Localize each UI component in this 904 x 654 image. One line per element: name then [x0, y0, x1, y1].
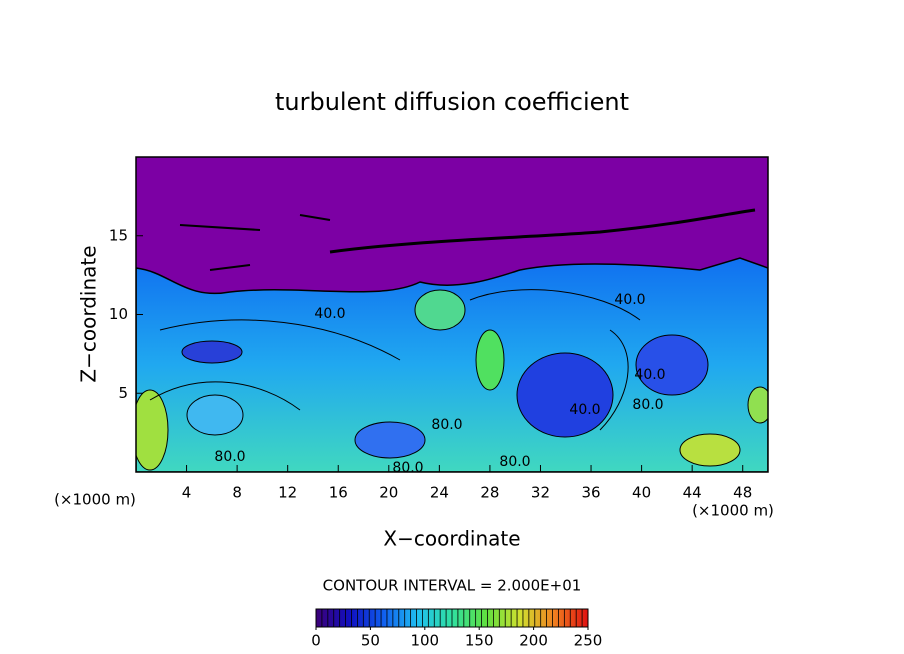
contour-label: 80.0	[392, 460, 423, 476]
y-tick-label: 15	[109, 226, 128, 244]
x-tick-label: 36	[581, 484, 600, 502]
field	[136, 157, 768, 472]
y-tick-label: 5	[118, 384, 128, 402]
contour-label: 40.0	[314, 306, 345, 322]
y-unit: (×1000 m)	[54, 491, 136, 509]
colorbar-tick-label: 150	[465, 632, 494, 650]
colorbar-tick-label: 100	[410, 632, 439, 650]
contour-label: 40.0	[614, 292, 645, 308]
x-tick-label: 40	[632, 484, 651, 502]
contour-interval: CONTOUR INTERVAL = 2.000E+01	[323, 577, 582, 595]
x-tick-label: 28	[480, 484, 499, 502]
x-tick-label: 4	[182, 484, 192, 502]
colorbar-tick-label: 200	[519, 632, 548, 650]
x-tick-label: 12	[278, 484, 297, 502]
contour-label: 80.0	[499, 454, 530, 470]
colorbar-tick-label: 50	[361, 632, 380, 650]
y-axis-label: Z−coordinate	[77, 245, 101, 382]
y-tick-label: 10	[109, 305, 128, 323]
x-tick-label: 24	[430, 484, 449, 502]
x-tick-label: 8	[232, 484, 242, 502]
chart-title: turbulent diffusion coefficient	[275, 88, 629, 116]
contour-label: 40.0	[569, 402, 600, 418]
x-axis-label: X−coordinate	[383, 527, 520, 551]
contour-label: 80.0	[214, 449, 245, 465]
x-tick-label: 16	[329, 484, 348, 502]
x-tick-label: 20	[379, 484, 398, 502]
contour-label: 80.0	[632, 397, 663, 413]
colorbar-tick-label: 250	[574, 632, 603, 650]
colorbar-tick-label: 0	[311, 632, 321, 650]
x-tick-label: 32	[531, 484, 550, 502]
x-tick-label: 48	[733, 484, 752, 502]
contour-label: 40.0	[634, 367, 665, 383]
x-tick-label: 44	[683, 484, 702, 502]
colorbar-frame	[315, 608, 589, 628]
contour-label: 80.0	[431, 417, 462, 433]
x-unit: (×1000 m)	[692, 502, 774, 520]
